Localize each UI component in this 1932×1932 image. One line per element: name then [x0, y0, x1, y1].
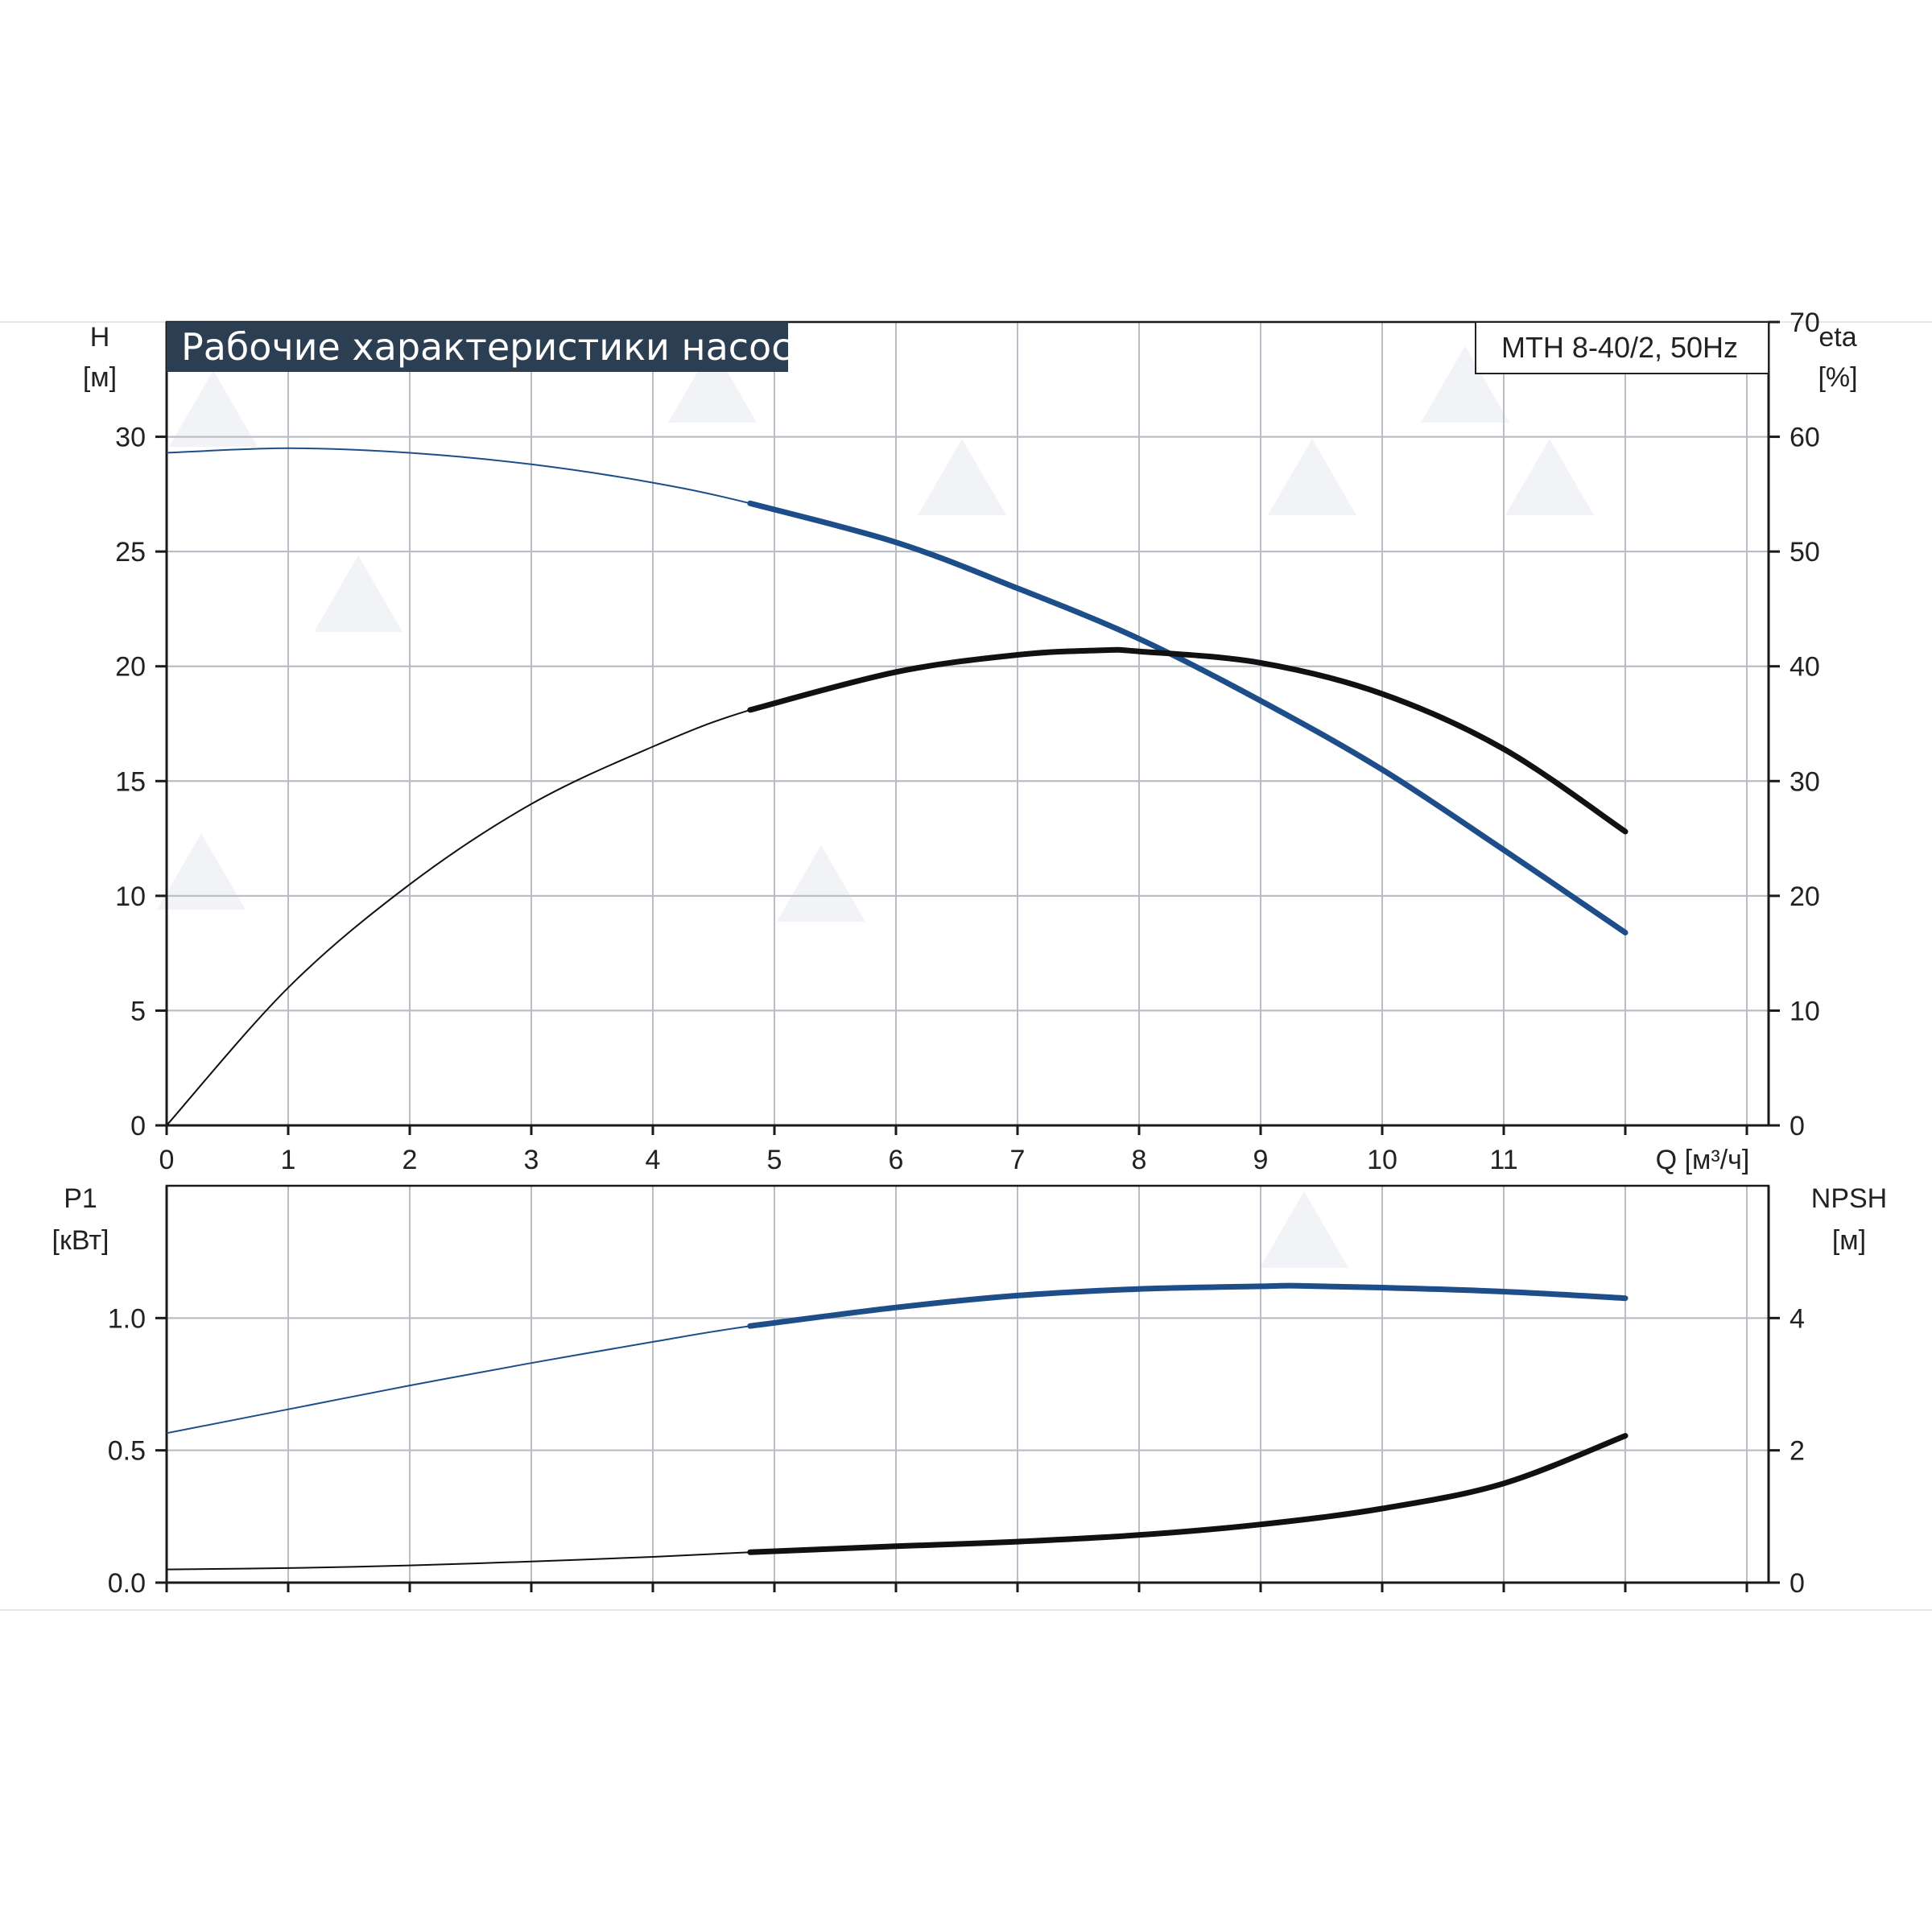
watermark-triangle	[1260, 1191, 1348, 1268]
left-tick-label: 5	[130, 996, 146, 1026]
watermark-triangle	[1421, 346, 1509, 423]
flow-axis-ticks: 0 1 2 3 4 5 6 7 8 9 10 11	[159, 1125, 1748, 1175]
head-axis-label: H	[90, 322, 110, 353]
watermark-triangle	[777, 845, 865, 922]
left-tick-label: 30	[115, 423, 146, 453]
watermark-triangle	[157, 833, 246, 910]
right-tick-label: 0	[1790, 1568, 1805, 1599]
right-tick-label: 40	[1790, 652, 1820, 683]
right-tick-label: 2	[1790, 1436, 1805, 1467]
lower-curves	[166, 1282, 1629, 1571]
left-tick-label: 1.0	[108, 1303, 146, 1334]
flow-axis-label: Q [м³/ч]	[1656, 1145, 1750, 1175]
model-box	[1475, 321, 1769, 374]
right-tick-label: 70	[1790, 308, 1820, 338]
upper-plot-frame	[165, 320, 1770, 1127]
right-tick-label: 30	[1790, 766, 1820, 797]
x-tick-label: 7	[1010, 1145, 1026, 1175]
x-tick-label: 9	[1253, 1145, 1269, 1175]
npsh-axis-ticks: 0 2 4	[1769, 1303, 1805, 1599]
x-tick-label: 0	[159, 1145, 175, 1175]
title-background	[167, 322, 788, 372]
efficiency-axis-ticks: 0 10 20 30 40 50 60 70	[1769, 308, 1820, 1141]
lower-plot-frame	[165, 1184, 1770, 1584]
watermark-triangle	[1268, 439, 1356, 515]
right-tick-label: 0	[1790, 1111, 1805, 1141]
x-tick-label: 4	[646, 1145, 661, 1175]
series-line-operating-range	[747, 646, 1629, 835]
series-line-operating-range	[747, 500, 1629, 935]
left-tick-label: 25	[115, 537, 146, 568]
left-tick-label: 20	[115, 652, 146, 683]
watermark-triangle	[1505, 439, 1594, 515]
watermark-triangle	[918, 439, 1006, 515]
right-tick-label: 10	[1790, 996, 1820, 1026]
left-tick-label: 15	[115, 766, 146, 797]
power-axis-ticks: 0.0 0.5 1.0	[108, 1303, 167, 1599]
model-label: MTH 8-40/2, 50Hz	[1501, 331, 1738, 364]
x-tick-label: 6	[889, 1145, 904, 1175]
head-axis-ticks: 0 5 10 15 20 25 30	[115, 423, 167, 1141]
x-tick-label: 5	[767, 1145, 782, 1175]
power-axis-unit: [кВт]	[52, 1225, 109, 1256]
x-tick-label: 1	[281, 1145, 296, 1175]
npsh-axis-unit: [м]	[1832, 1225, 1866, 1256]
left-tick-label: 0.5	[108, 1436, 146, 1467]
right-tick-label: 20	[1790, 881, 1820, 912]
head-axis-unit: [м]	[83, 362, 117, 393]
right-tick-label: 60	[1790, 423, 1820, 453]
watermark-triangle	[314, 555, 402, 632]
series-line-operating-range	[747, 1433, 1629, 1555]
watermark-triangle	[169, 370, 258, 447]
x-tick-label: 8	[1132, 1145, 1147, 1175]
right-tick-label: 4	[1790, 1303, 1805, 1334]
watermark-triangle	[668, 346, 757, 423]
efficiency-axis-label: eta	[1818, 322, 1856, 353]
series-line-operating-range	[747, 1282, 1629, 1329]
left-tick-label: 10	[115, 881, 146, 912]
efficiency-axis-unit: [%]	[1818, 362, 1857, 393]
left-tick-label: 0.0	[108, 1568, 146, 1599]
npsh-axis-label: NPSH	[1811, 1183, 1887, 1214]
chart-title: Рабочие характеристики насоса	[181, 325, 815, 369]
x-tick-label: 11	[1489, 1145, 1517, 1175]
left-tick-label: 0	[130, 1111, 146, 1141]
power-axis-label: P1	[64, 1183, 97, 1214]
x-tick-label: 3	[524, 1145, 539, 1175]
x-tick-label: 2	[402, 1145, 418, 1175]
upper-curves	[166, 447, 1629, 1126]
x-tick-label: 10	[1367, 1145, 1397, 1175]
watermark-pattern	[157, 346, 1594, 1268]
right-tick-label: 50	[1790, 537, 1820, 568]
